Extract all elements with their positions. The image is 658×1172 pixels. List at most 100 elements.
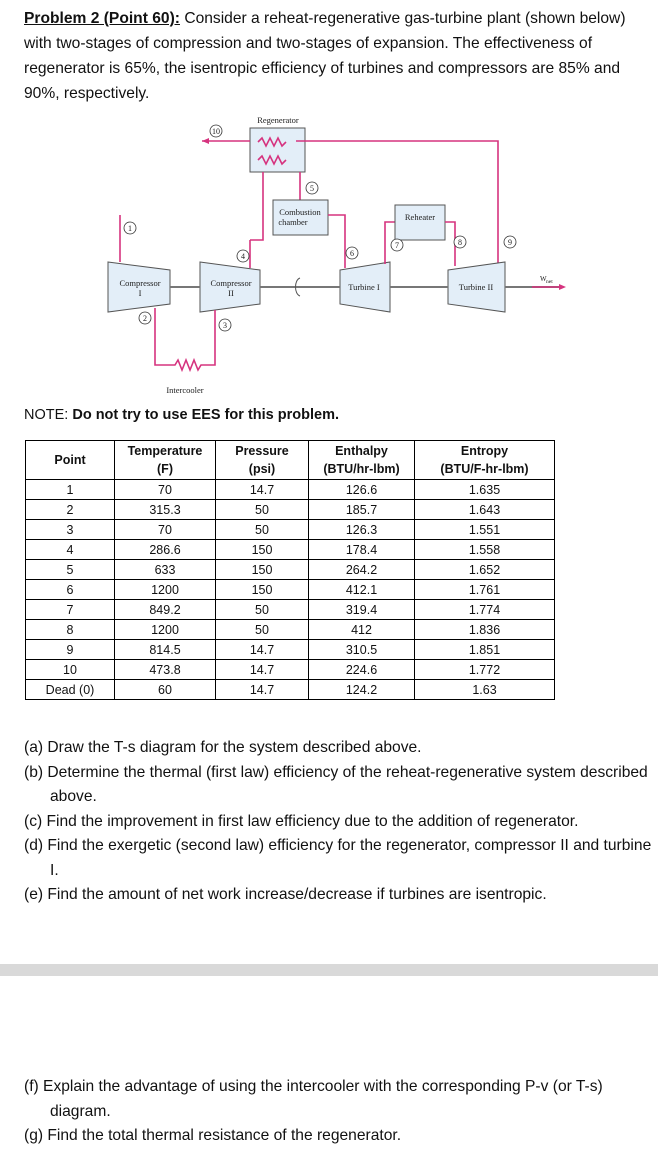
state-number: 8: [458, 238, 462, 247]
table-cell: 9: [25, 639, 115, 660]
pipe: [155, 310, 255, 380]
table-cell: 1.772: [414, 659, 555, 680]
table-cell: 1: [25, 479, 115, 500]
table-cell: 264.2: [308, 559, 415, 580]
compressor-1: [107, 261, 171, 313]
table-cell: 473.8: [114, 659, 216, 680]
table-cell: 1.558: [414, 539, 555, 560]
table-row: 7 849.2 50 319.4 1.774: [25, 599, 555, 620]
table-cell: 4: [25, 539, 115, 560]
table-cell: 1.652: [414, 559, 555, 580]
table-cell: 150: [215, 539, 309, 560]
table-cell: 224.6: [308, 659, 415, 680]
table-cell: 412: [308, 619, 415, 640]
header-text: Pressure: [235, 444, 289, 458]
reheater-box: [394, 204, 446, 241]
table-cell: 8: [25, 619, 115, 640]
header-text: Temperature: [127, 444, 203, 458]
arrow: [202, 138, 209, 144]
label: net: [546, 279, 553, 285]
table-row: 6 1200 150 412.1 1.761: [25, 579, 555, 600]
turbine-2: [447, 261, 506, 313]
table-cell: 2: [25, 499, 115, 520]
table-cell: 14.7: [215, 639, 309, 660]
fuel-symbol: [295, 277, 301, 297]
column-header: Point: [25, 440, 115, 480]
state-number: 3: [223, 321, 227, 330]
table-cell: 1.761: [414, 579, 555, 600]
problem-text: Problem 2 (Point 60): Consider a reheat-…: [24, 6, 636, 106]
question: (g) Find the total thermal resistance of…: [24, 1127, 402, 1144]
state-marker: [305, 181, 319, 195]
column-header: Temperature (F): [114, 440, 216, 480]
header-text: (BTU/hr-lbm): [323, 462, 400, 476]
column-header: Entropy (BTU/F-hr-lbm): [414, 440, 555, 480]
state-marker: [503, 235, 517, 249]
label: Compressor: [210, 278, 251, 288]
state-number: 5: [310, 184, 314, 193]
regenerator-coil: [257, 136, 287, 166]
table-cell: 50: [215, 519, 309, 540]
table-row: 9 814.5 14.7 310.5 1.851: [25, 639, 555, 660]
state-number: 7: [395, 241, 399, 250]
header-text: (BTU/F-hr-lbm): [440, 462, 529, 476]
question: (c) Find the improvement in first law ef…: [24, 812, 579, 830]
problem-heading: Problem 2 (Point 60):: [24, 10, 180, 27]
header-text: Point: [54, 453, 86, 467]
state-marker: [209, 124, 223, 138]
label: Regenerator: [257, 115, 299, 125]
state-number: 9: [508, 238, 512, 247]
questions: (a) Draw the T-s diagram for the system …: [24, 736, 654, 908]
compressor-2: [199, 261, 261, 313]
table-cell: 310.5: [308, 639, 415, 660]
label: Turbine II: [459, 282, 494, 292]
table-cell: 286.6: [114, 539, 216, 560]
table-cell: 5: [25, 559, 115, 580]
table-cell: 814.5: [114, 639, 216, 660]
table-cell: 7: [25, 599, 115, 620]
state-marker: [390, 238, 404, 252]
problem-body: Consider a reheat-regenerative gas-turbi…: [24, 10, 626, 102]
label: Reheater: [405, 212, 435, 222]
table-row: 5 633 150 264.2 1.652: [25, 559, 555, 580]
table-cell: 633: [114, 559, 216, 580]
column-header: Enthalpy (BTU/hr-lbm): [308, 440, 415, 480]
plant-diagram: Regenerator Combustion chamber Reheater …: [107, 115, 566, 395]
label: Turbine I: [348, 282, 380, 292]
table-cell: 1.643: [414, 499, 555, 520]
state-number: 10: [212, 127, 220, 136]
table-cell: Dead (0): [25, 679, 115, 700]
questions: (f) Explain the advantage of using the i…: [24, 1075, 654, 1149]
table-cell: 3: [25, 519, 115, 540]
divider: [0, 964, 658, 976]
question: (e) Find the amount of net work increase…: [24, 886, 547, 903]
intercooler-pipe: [154, 308, 216, 373]
pipe: [328, 214, 346, 268]
table-cell: 1200: [114, 579, 216, 600]
state-number: 6: [350, 249, 354, 258]
table-cell: 1200: [114, 619, 216, 640]
table-cell: 50: [215, 599, 309, 620]
header-text: (psi): [248, 462, 276, 476]
pipe: [249, 172, 264, 268]
state-marker: [236, 249, 250, 263]
table-cell: 50: [215, 619, 309, 640]
table-row: 2 315.3 50 185.7 1.643: [25, 499, 555, 520]
table-cell: 319.4: [308, 599, 415, 620]
table-cell: 1.836: [414, 619, 555, 640]
state-marker: [218, 318, 232, 332]
question: (f) Explain the advantage of using the i…: [24, 1078, 603, 1120]
table-row: 1 70 14.7 126.6 1.635: [25, 479, 555, 500]
table-row: 10 473.8 14.7 224.6 1.772: [25, 659, 555, 680]
table-cell: 1.774: [414, 599, 555, 620]
table-cell: 14.7: [215, 479, 309, 500]
table-row: 8 1200 50 412 1.836: [25, 619, 555, 640]
question: (a) Draw the T-s diagram for the system …: [24, 739, 422, 756]
table-cell: 126.6: [308, 479, 415, 500]
pipe: [384, 221, 395, 264]
table-cell: 1.551: [414, 519, 555, 540]
state-number: 2: [143, 314, 147, 323]
state-marker: [138, 311, 152, 325]
header-text: Entropy: [460, 444, 509, 458]
pipe: [445, 221, 456, 266]
